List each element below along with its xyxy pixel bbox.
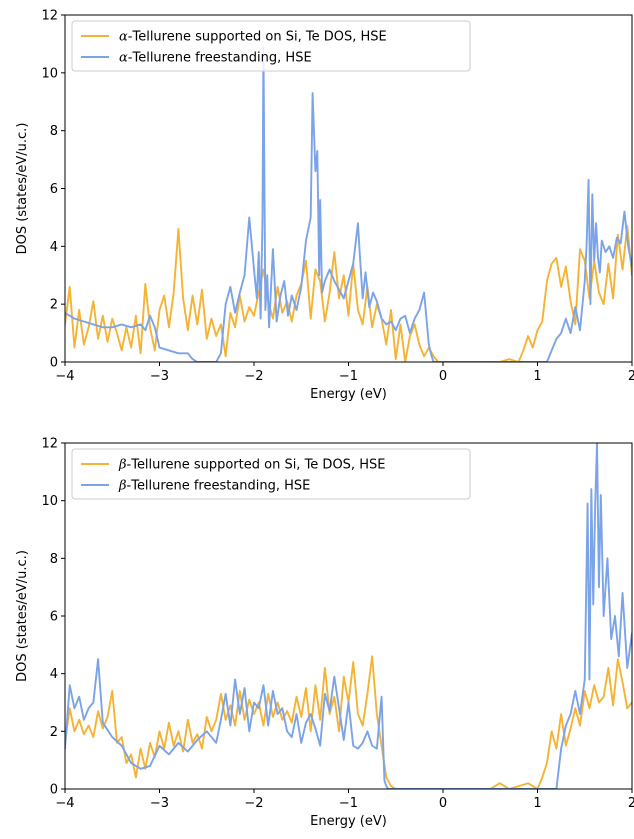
y-tick-label: 12 — [41, 9, 58, 24]
y-tick-label: 2 — [50, 298, 58, 313]
legend-entry-label: α-Tellurene freestanding, HSE — [119, 51, 312, 66]
series-line-supported — [65, 655, 632, 789]
y-tick-label: 10 — [41, 66, 58, 81]
x-tick-label: −4 — [55, 369, 74, 384]
y-tick-label: 8 — [50, 552, 58, 567]
x-tick-label: −1 — [339, 369, 358, 384]
y-tick-label: 10 — [41, 494, 58, 509]
legend-entry-label: β-Tellurene freestanding, HSE — [118, 479, 310, 494]
x-tick-label: −2 — [244, 369, 263, 384]
x-tick-label: 0 — [439, 369, 447, 384]
legend-entry-label: α-Tellurene supported on Si, Te DOS, HSE — [119, 30, 387, 45]
series-line-freestanding — [65, 443, 632, 789]
x-axis-label: Energy (eV) — [310, 814, 387, 829]
x-axis-label: Energy (eV) — [310, 387, 387, 402]
x-tick-label: 0 — [439, 796, 447, 811]
x-tick-label: −4 — [55, 796, 74, 811]
x-tick-label: −1 — [339, 796, 358, 811]
x-tick-label: −2 — [244, 796, 263, 811]
x-tick-label: 1 — [533, 796, 541, 811]
y-tick-label: 6 — [50, 182, 58, 197]
x-tick-label: 2 — [628, 369, 634, 384]
y-tick-label: 4 — [50, 240, 58, 255]
x-tick-label: 2 — [628, 796, 634, 811]
y-axis-label: DOS (states/eV/u.c.) — [15, 123, 30, 255]
legend-entry-label: β-Tellurene supported on Si, Te DOS, HSE — [118, 458, 385, 473]
y-tick-label: 4 — [50, 667, 58, 682]
series-line-freestanding — [65, 45, 632, 362]
legend-box — [71, 20, 471, 72]
y-tick-label: 0 — [50, 356, 58, 371]
y-axis-label: DOS (states/eV/u.c.) — [15, 550, 30, 682]
x-tick-label: 1 — [533, 369, 541, 384]
x-tick-label: −3 — [150, 796, 169, 811]
y-tick-label: 8 — [50, 124, 58, 139]
x-tick-label: −3 — [150, 369, 169, 384]
y-tick-label: 2 — [50, 725, 58, 740]
series-line-supported — [65, 225, 632, 362]
y-tick-label: 12 — [41, 437, 58, 452]
y-tick-label: 0 — [50, 783, 58, 798]
y-tick-label: 6 — [50, 610, 58, 625]
legend-box — [71, 448, 471, 500]
